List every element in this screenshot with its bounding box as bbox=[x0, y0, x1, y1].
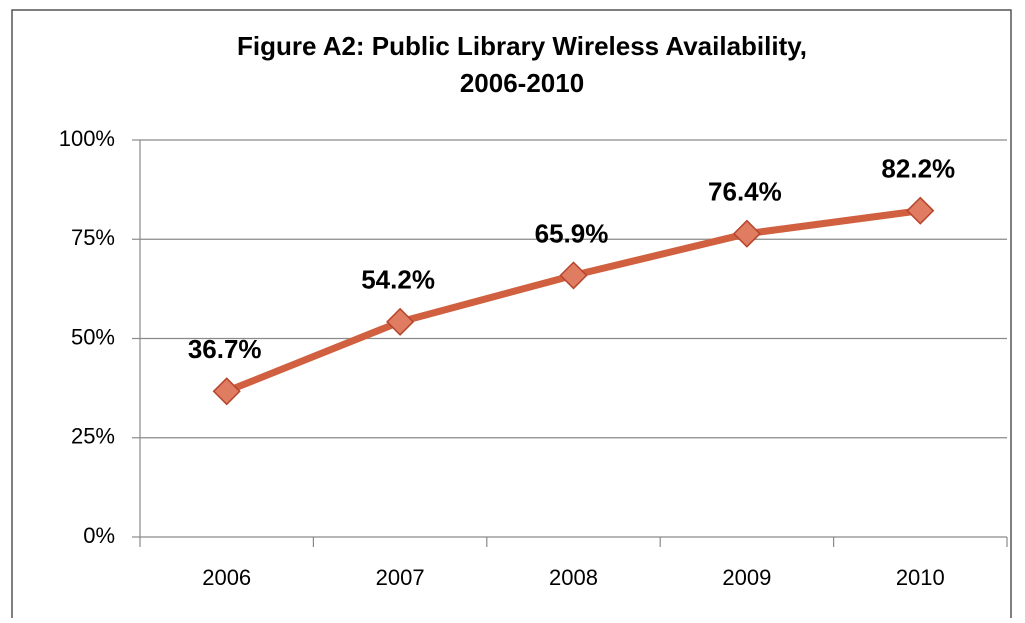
x-tick-label: 2006 bbox=[202, 565, 251, 590]
data-point bbox=[386, 307, 415, 336]
data-label: 54.2% bbox=[361, 265, 435, 295]
chart-frame bbox=[11, 9, 1012, 623]
x-tick-label: 2007 bbox=[376, 565, 425, 590]
data-label: 82.2% bbox=[881, 154, 955, 184]
y-tick-label: 25% bbox=[71, 424, 115, 449]
y-tick-label: 50% bbox=[71, 324, 115, 349]
x-tick-label: 2010 bbox=[896, 565, 945, 590]
data-label: 65.9% bbox=[535, 218, 609, 248]
x-tick-label: 2008 bbox=[549, 565, 598, 590]
data-point bbox=[906, 196, 935, 225]
data-label: 36.7% bbox=[188, 334, 262, 364]
y-tick-label: 100% bbox=[59, 126, 115, 151]
chart-title: Figure A2: Public Library Wireless Avail… bbox=[237, 31, 807, 61]
chart-title: 2006-2010 bbox=[460, 68, 584, 98]
data-label: 76.4% bbox=[708, 177, 782, 207]
data-point bbox=[212, 377, 241, 406]
x-tick-label: 2009 bbox=[722, 565, 771, 590]
y-tick-label: 75% bbox=[71, 225, 115, 250]
data-point bbox=[559, 261, 588, 290]
data-point bbox=[732, 219, 761, 248]
y-tick-label: 0% bbox=[83, 523, 115, 548]
